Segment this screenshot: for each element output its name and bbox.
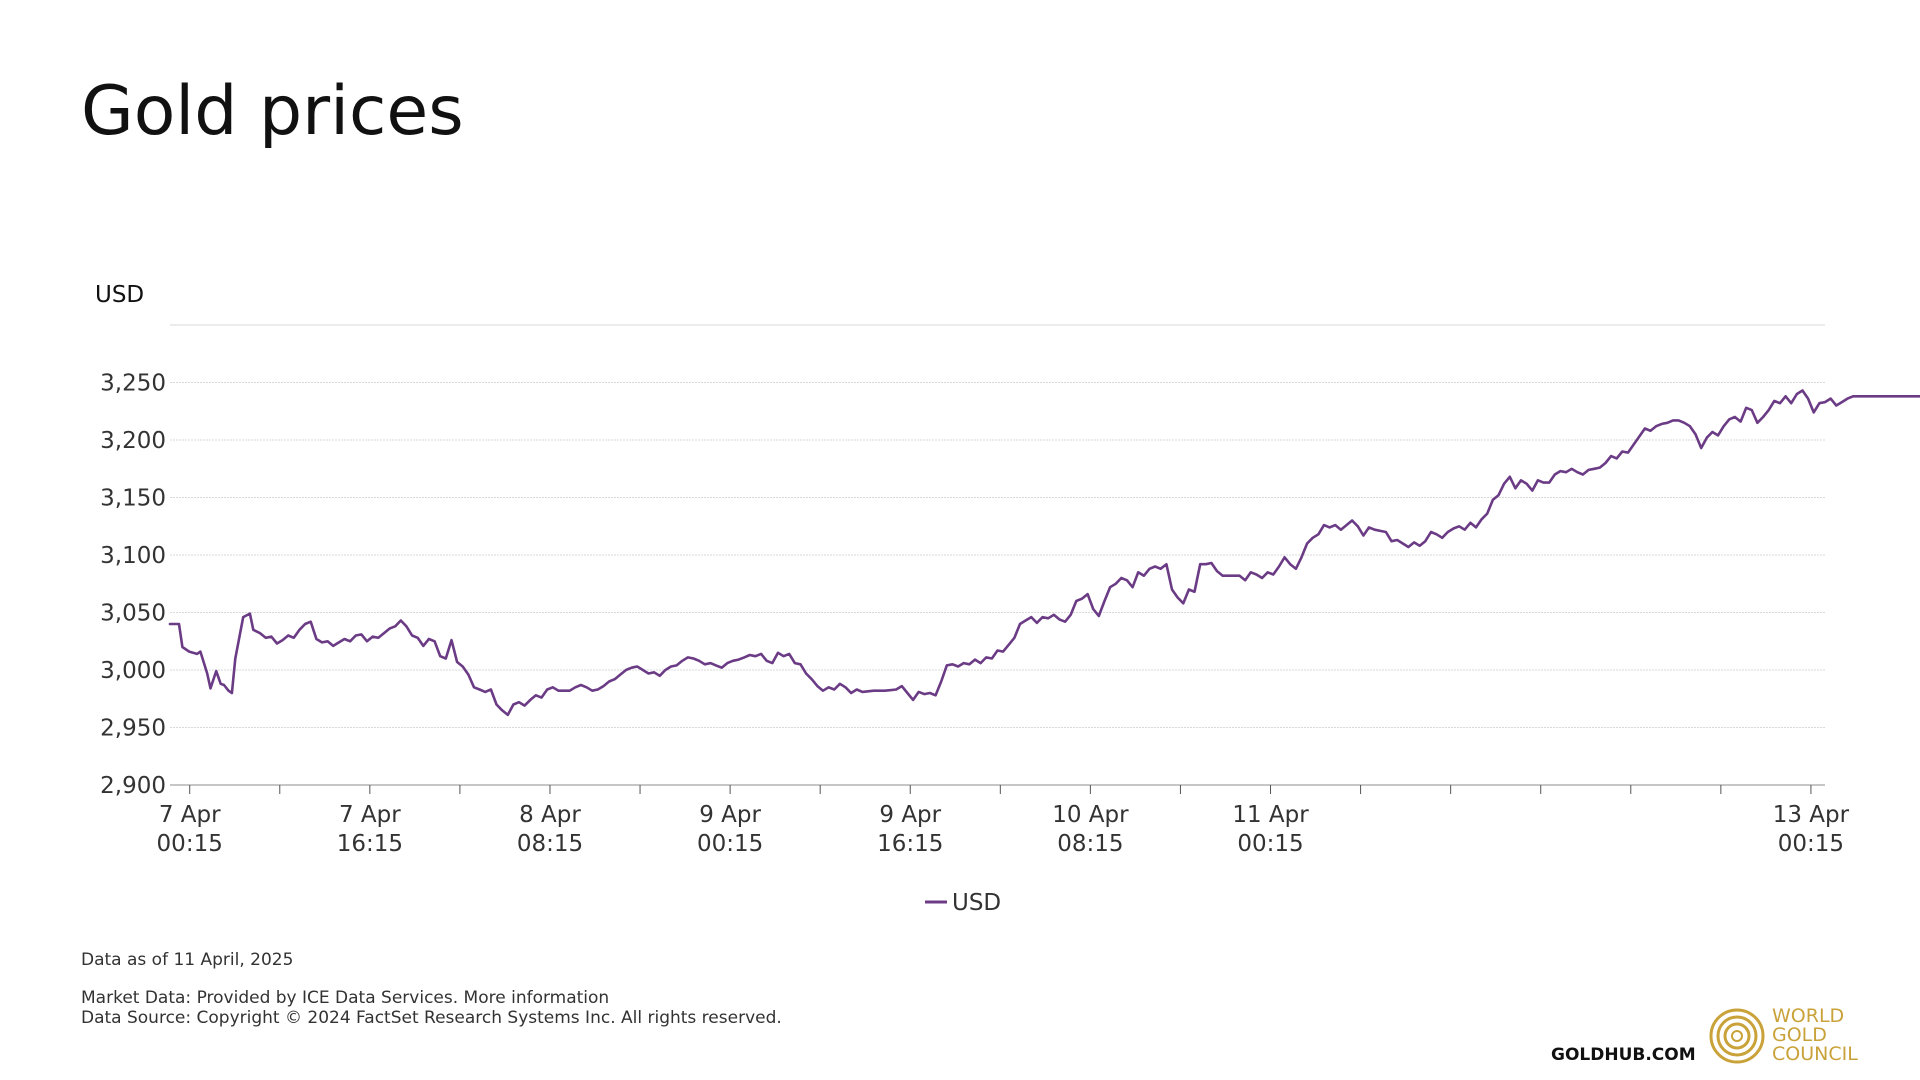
legend-label-usd[interactable]: USD xyxy=(952,890,1001,916)
y-tick-label: 3,150 xyxy=(100,486,166,512)
x-tick-label: 00:15 xyxy=(697,831,763,857)
more-information-link[interactable]: More information xyxy=(463,988,610,1008)
legend[interactable]: USD xyxy=(925,890,1001,916)
x-tick-label: 00:15 xyxy=(157,831,223,857)
data-source-note: Data Source: Copyright © 2024 FactSet Re… xyxy=(81,1008,782,1028)
x-tick-label: 08:15 xyxy=(517,831,583,857)
page-title: Gold prices xyxy=(81,72,464,151)
y-tick-label: 3,000 xyxy=(100,658,166,684)
data-as-of-note: Data as of 11 April, 2025 xyxy=(81,950,294,970)
x-tick-label: 9 Apr xyxy=(879,802,941,828)
x-tick-label: 00:15 xyxy=(1778,831,1844,857)
y-axis-label: USD xyxy=(95,282,144,308)
logo-line-council: COUNCIL xyxy=(1772,1043,1858,1065)
logo-line-world: WORLD xyxy=(1772,1005,1845,1027)
y-tick-label: 2,900 xyxy=(100,773,166,799)
market-data-text: Market Data: Provided by ICE Data Servic… xyxy=(81,988,464,1008)
x-tick-label: 10 Apr xyxy=(1052,802,1129,828)
x-tick-label: 11 Apr xyxy=(1232,802,1309,828)
market-data-note: Market Data: Provided by ICE Data Servic… xyxy=(81,988,609,1008)
x-tick-label: 00:15 xyxy=(1237,831,1303,857)
axis-layer: 2,900 2,950 3,000 3,050 3,100 3,150 3,200 3,250… xyxy=(95,282,1850,857)
x-tick-label: 16:15 xyxy=(337,831,403,857)
grid-layer xyxy=(170,324,1825,728)
x-tick-label: 13 Apr xyxy=(1773,802,1850,828)
goldhub-link[interactable]: GOLDHUB.COM xyxy=(1551,1045,1696,1065)
y-tick-label: 2,950 xyxy=(100,716,166,742)
series-layer xyxy=(168,389,1920,717)
x-tick-label: 7 Apr xyxy=(339,802,401,828)
x-tick-label: 9 Apr xyxy=(699,802,761,828)
y-tick-label: 3,050 xyxy=(100,601,166,627)
y-tick-label: 3,200 xyxy=(100,428,166,454)
logo-line-gold: GOLD xyxy=(1772,1024,1827,1046)
x-tick-label: 8 Apr xyxy=(519,802,581,828)
world-gold-council-logo-icon xyxy=(1709,1008,1765,1064)
y-tick-label: 3,250 xyxy=(100,371,166,397)
world-gold-council-logo-text: WORLD GOLD COUNCIL xyxy=(1772,1007,1858,1064)
y-tick-label: 3,100 xyxy=(100,543,166,569)
series-line-usd xyxy=(168,389,1920,717)
x-tick-label: 08:15 xyxy=(1057,831,1123,857)
x-tick-label: 7 Apr xyxy=(159,802,221,828)
x-tick-label: 16:15 xyxy=(877,831,943,857)
